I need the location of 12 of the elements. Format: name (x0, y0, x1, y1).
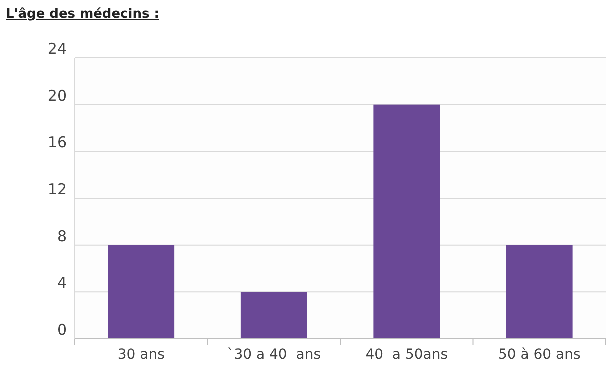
y-tick-label: 24 (48, 40, 67, 58)
x-tick-label: 30 ans (118, 347, 165, 363)
y-tick-label: 8 (57, 227, 67, 246)
chart-title: L'âge des médecins : (6, 7, 160, 22)
y-tick-label: 12 (48, 180, 67, 198)
y-tick-label: 20 (48, 86, 67, 105)
x-tick-label: `30 a 40 ans (227, 347, 322, 363)
y-tick-label: 16 (48, 134, 67, 152)
x-tick-label: 50 à 60 ans (498, 347, 581, 363)
x-tick-label: 40 a 50ans (366, 347, 448, 363)
y-tick-label: 4 (57, 274, 67, 292)
y-tick-label: 0 (57, 321, 67, 339)
